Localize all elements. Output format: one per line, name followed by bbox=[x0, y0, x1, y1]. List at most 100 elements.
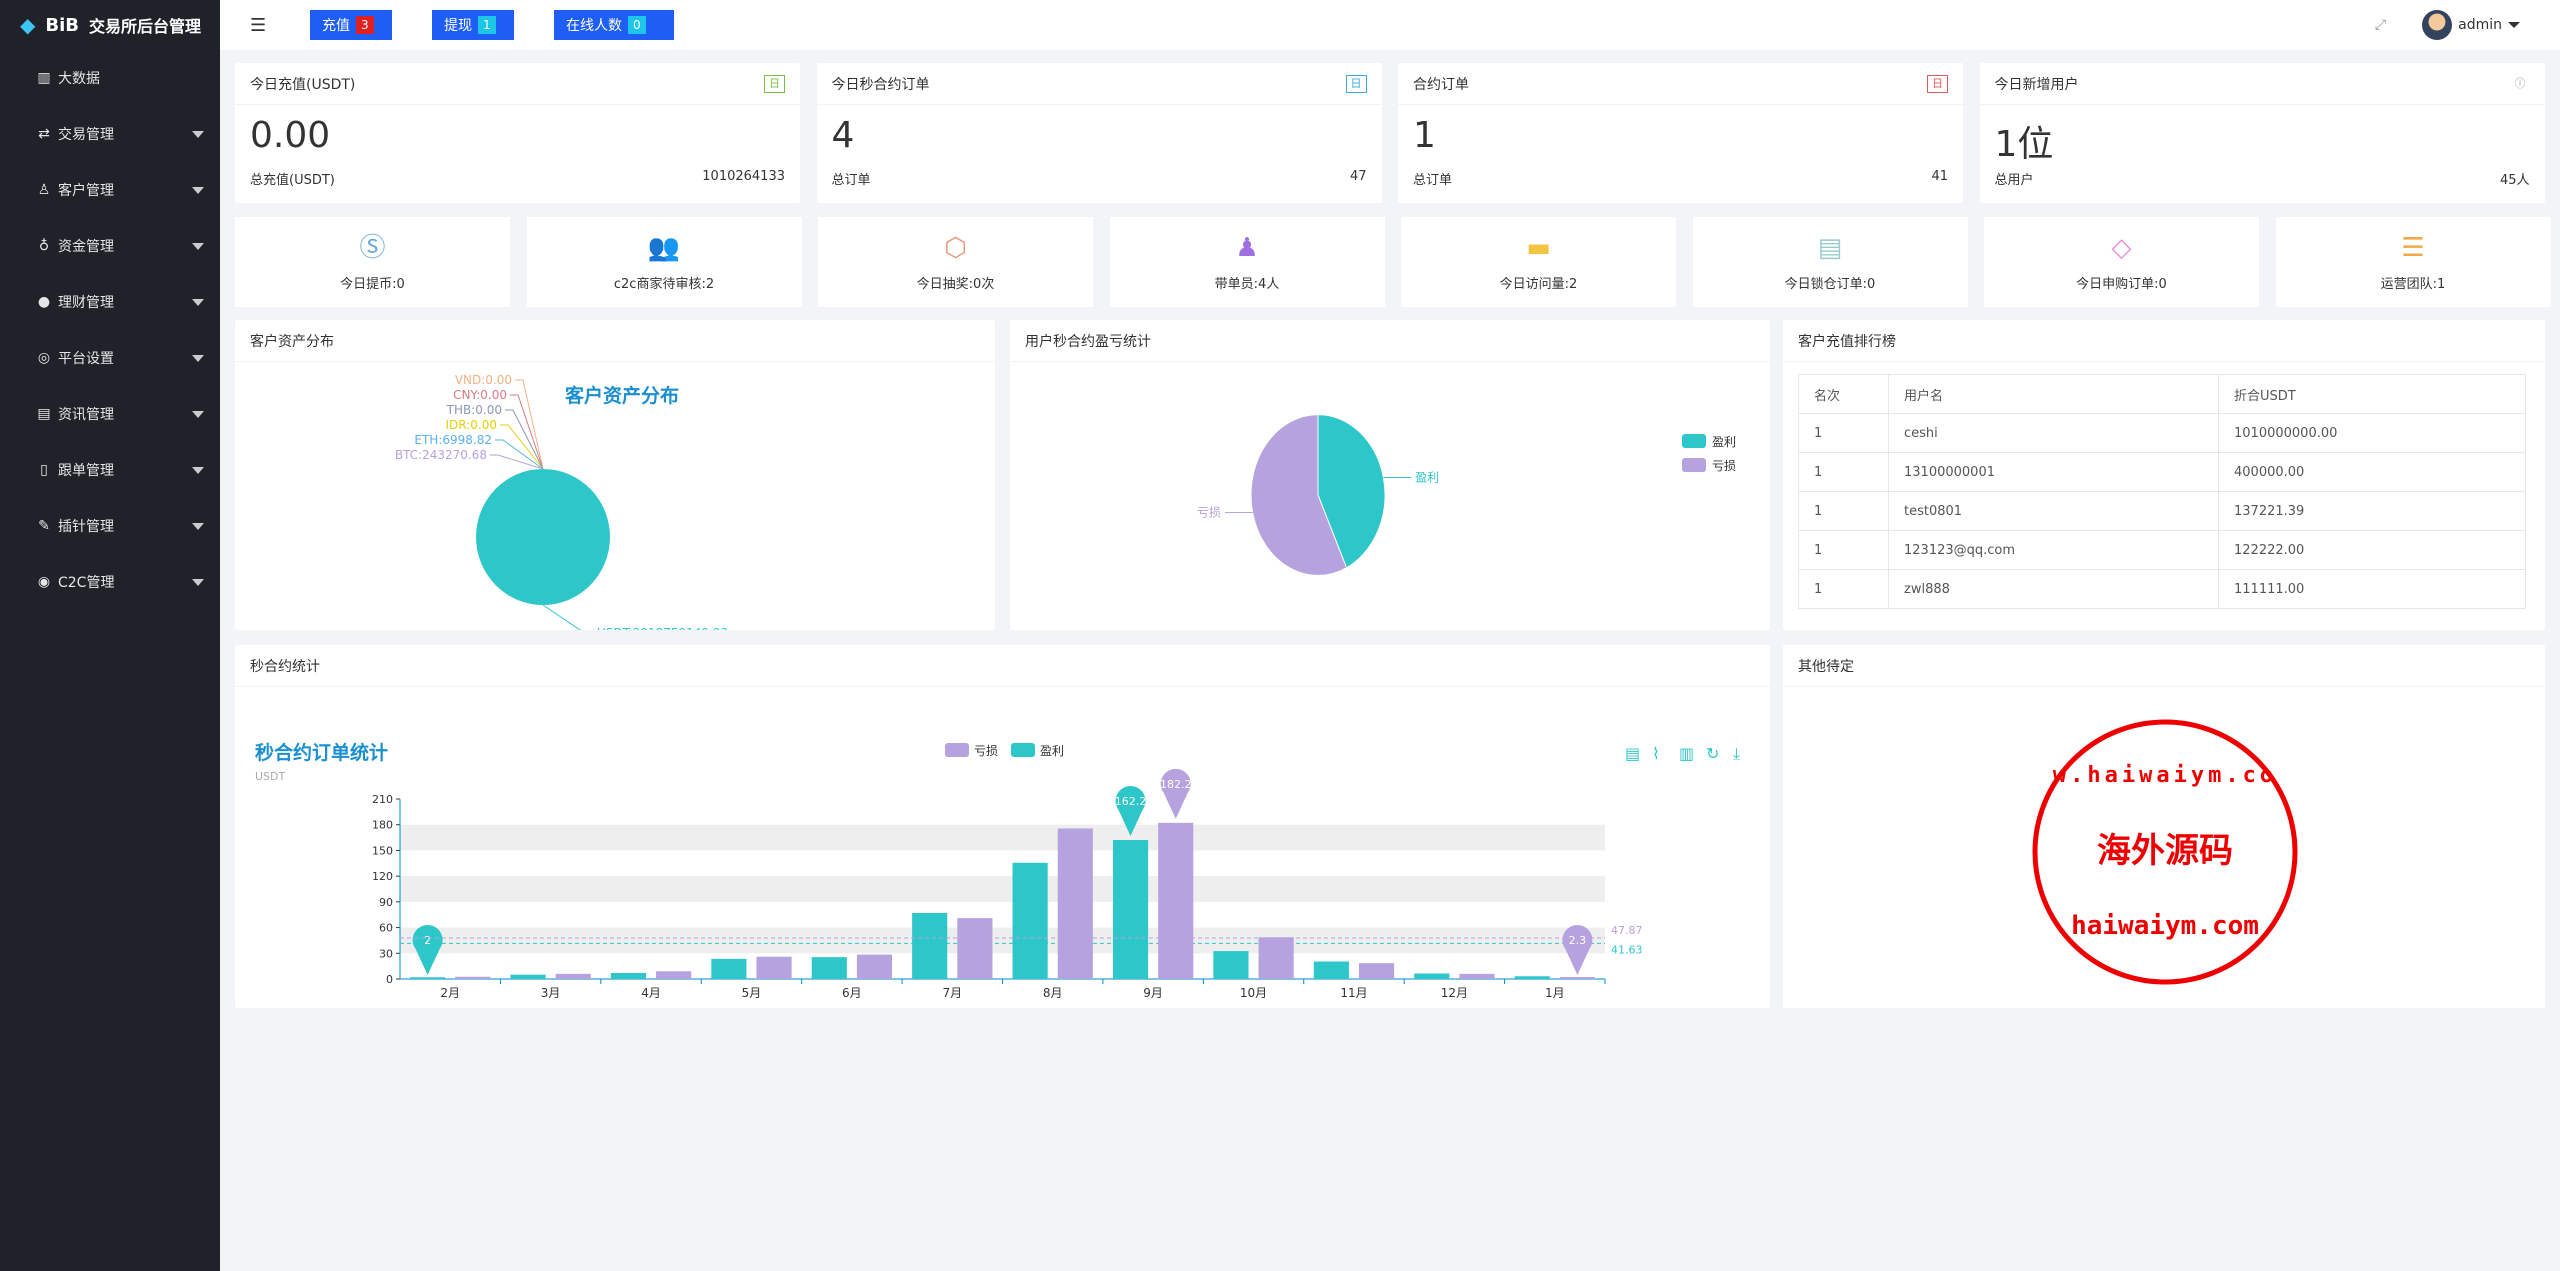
header-button[interactable]: 在线人数 0 bbox=[554, 10, 674, 40]
fullscreen-icon[interactable]: ⤢ bbox=[2374, 17, 2387, 33]
marker-label: 162.2 bbox=[1115, 795, 1147, 808]
quick-stat-value: 0次 bbox=[973, 276, 995, 292]
header-button-label: 充值 bbox=[322, 18, 350, 34]
quick-stat-value: 0 bbox=[1867, 276, 1876, 292]
pie-label: IDR:0.00 bbox=[445, 418, 497, 432]
average-label: 47.87 bbox=[1611, 924, 1643, 937]
panel-title: 客户充值排行榜 bbox=[1798, 333, 1896, 350]
bar[interactable] bbox=[756, 956, 792, 979]
sidebar-item[interactable]: ✎ 插针管理 bbox=[0, 498, 220, 554]
pie-label: CNY:0.00 bbox=[453, 388, 507, 402]
sidebar-item[interactable]: ◉ C2C管理 bbox=[0, 554, 220, 610]
bar-icon[interactable]: ▥ bbox=[1679, 744, 1694, 763]
bar[interactable] bbox=[610, 973, 647, 979]
bar[interactable] bbox=[1313, 961, 1349, 979]
legend-swatch[interactable] bbox=[945, 743, 969, 757]
bar[interactable] bbox=[510, 974, 546, 979]
caret-down-icon bbox=[192, 354, 204, 362]
bar[interactable] bbox=[555, 973, 591, 979]
bar[interactable] bbox=[1414, 973, 1450, 979]
sidebar-item[interactable]: ▥ 大数据 bbox=[0, 50, 220, 106]
quick-stat-card[interactable]: ▤ 今日锁仓订单:0 bbox=[1692, 217, 1968, 307]
stat-card: 合约订单 日 1 总订单 41 bbox=[1398, 63, 1963, 203]
quick-stat-label: c2c商家待审核: bbox=[613, 276, 706, 292]
stat-foot-label: 总用户 bbox=[1994, 173, 2034, 188]
data-view-icon[interactable]: ▤ bbox=[1625, 744, 1640, 763]
users-icon: 👥 bbox=[647, 232, 681, 263]
sidebar-item[interactable]: ♁ 资金管理 bbox=[0, 218, 220, 274]
bar[interactable] bbox=[711, 958, 747, 979]
sidebar-item[interactable]: ▯ 跟单管理 bbox=[0, 442, 220, 498]
user-menu[interactable]: admin bbox=[2422, 10, 2520, 40]
sidebar-item[interactable]: ● 理财管理 bbox=[0, 274, 220, 330]
pie-label: 亏损 bbox=[1197, 506, 1221, 520]
bar[interactable] bbox=[455, 976, 491, 979]
bar[interactable] bbox=[1459, 973, 1495, 979]
person-icon: ♟ bbox=[1235, 232, 1259, 263]
bar[interactable] bbox=[656, 971, 692, 979]
y-tick-label: 30 bbox=[379, 947, 393, 960]
stat-foot-value: 41 bbox=[1931, 169, 1948, 184]
x-tick-label: 8月 bbox=[1043, 986, 1063, 1000]
column-header: 名次 bbox=[1798, 374, 1889, 414]
y-tick-label: 90 bbox=[379, 896, 393, 909]
stat-value: 4 bbox=[831, 115, 855, 156]
header-button[interactable]: 充值 3 bbox=[310, 10, 392, 40]
label-line bbox=[495, 439, 544, 470]
table-cell: 1 bbox=[1798, 452, 1889, 492]
bar[interactable] bbox=[1358, 963, 1395, 979]
marker-pin bbox=[1562, 925, 1593, 975]
sidebar-item[interactable]: ♙ 客户管理 bbox=[0, 162, 220, 218]
bar[interactable] bbox=[1158, 822, 1194, 979]
quick-stat-card[interactable]: Ⓢ 今日提币:0 bbox=[235, 217, 510, 307]
pie-label: THB:0.00 bbox=[446, 403, 502, 417]
quick-stat-card[interactable]: ☰ 运营团队:1 bbox=[2275, 217, 2551, 307]
bar[interactable] bbox=[1514, 976, 1550, 979]
quick-stat-card[interactable]: 👥 c2c商家待审核:2 bbox=[526, 217, 802, 307]
quick-stat-card[interactable]: ◇ 今日申购订单:0 bbox=[1984, 217, 2259, 307]
sidebar: ◆ BiB 交易所后台管理 ▥ 大数据 ⇄ 交易管理 ♙ 客户管理 ♁ 资金管理 ● 理财管理 ◎ 平… bbox=[0, 0, 220, 1271]
refresh-icon[interactable]: ↻ bbox=[1706, 744, 1719, 763]
legend-swatch[interactable] bbox=[1011, 743, 1035, 757]
watermark-stamp: w.haiwaiym.co 海外源码 haiwaiym.com bbox=[2032, 719, 2298, 985]
y-tick-label: 150 bbox=[372, 844, 393, 857]
table-row: 1 test0801 137221.39 bbox=[1798, 491, 2526, 531]
bar[interactable] bbox=[410, 977, 446, 979]
label-line bbox=[542, 604, 593, 633]
sidebar-item[interactable]: ⇄ 交易管理 bbox=[0, 106, 220, 162]
quick-stat-label: 运营团队: bbox=[2380, 276, 2438, 292]
bar[interactable] bbox=[1213, 951, 1249, 979]
svg-text:海外源码: 海外源码 bbox=[2097, 831, 2233, 871]
bar[interactable] bbox=[856, 954, 893, 979]
bar[interactable] bbox=[1258, 937, 1294, 979]
bar[interactable] bbox=[1057, 828, 1093, 979]
header-button[interactable]: 提现 1 bbox=[432, 10, 514, 40]
diamond-icon: ◇ bbox=[2111, 232, 2132, 263]
count-badge: 0 bbox=[628, 16, 646, 34]
table-cell: 1 bbox=[1798, 413, 1889, 453]
top-header: ☰ 充值 3 提现 1 在线人数 0 ⤢ admin bbox=[220, 0, 2560, 50]
table-cell: 13100000001 bbox=[1888, 452, 2219, 492]
bar[interactable] bbox=[811, 957, 847, 979]
marker-label: 2.3 bbox=[1569, 934, 1587, 947]
line-icon[interactable]: ⌇ bbox=[1652, 744, 1660, 763]
table-cell: 1010000000.00 bbox=[2218, 413, 2526, 453]
bar[interactable] bbox=[957, 918, 993, 979]
bar[interactable] bbox=[1559, 977, 1595, 979]
quick-stat-card[interactable]: ♟ 带单员:4人 bbox=[1109, 217, 1385, 307]
logo[interactable]: ◆ BiB 交易所后台管理 bbox=[0, 0, 220, 50]
download-icon[interactable]: ⤓ bbox=[1733, 744, 1740, 763]
stat-value: 1位 bbox=[1994, 124, 2054, 165]
menu-toggle-icon[interactable]: ☰ bbox=[250, 14, 267, 36]
sidebar-item[interactable]: ▤ 资讯管理 bbox=[0, 386, 220, 442]
quick-stat-label: 带单员: bbox=[1214, 276, 1259, 292]
quick-stat-card[interactable]: ⬡ 今日抽奖:0次 bbox=[818, 217, 1093, 307]
sidebar-item-label: 客户管理 bbox=[58, 183, 114, 199]
bar[interactable] bbox=[1112, 839, 1149, 979]
quick-stat-card[interactable]: ▬ 今日访问量:2 bbox=[1401, 217, 1676, 307]
bar[interactable] bbox=[912, 913, 948, 979]
x-tick-label: 7月 bbox=[942, 986, 962, 1000]
sidebar-item[interactable]: ◎ 平台设置 bbox=[0, 330, 220, 386]
app-title: 交易所后台管理 bbox=[89, 17, 202, 36]
bar[interactable] bbox=[1012, 862, 1048, 979]
